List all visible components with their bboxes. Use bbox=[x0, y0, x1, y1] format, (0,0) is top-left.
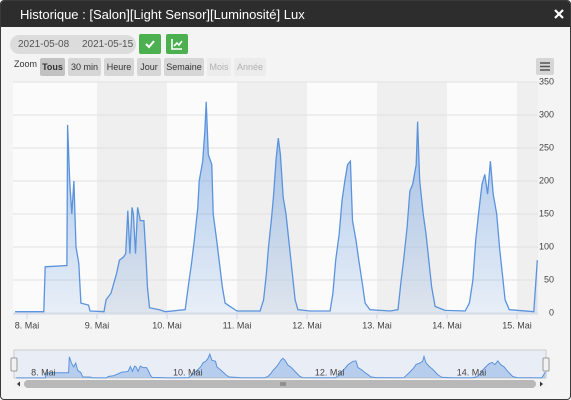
zoom-label: Zoom bbox=[14, 59, 38, 69]
scrollbar-arrow-left bbox=[17, 381, 20, 387]
navigator-mask bbox=[13, 349, 547, 379]
scrollbar-thumb[interactable] bbox=[24, 380, 536, 388]
modal-header: Historique : [Salon][Light Sensor][Lumin… bbox=[1, 1, 570, 27]
zoom-button[interactable]: Heure bbox=[104, 58, 134, 76]
start-date[interactable]: 2021-05-08 bbox=[18, 39, 70, 50]
navigator-label: 8. Mai bbox=[31, 367, 56, 377]
x-tick-label: 8. Mai bbox=[15, 320, 40, 330]
y-tick-label: 300 bbox=[539, 109, 554, 119]
navigator-area bbox=[16, 354, 546, 378]
y-tick-label: 100 bbox=[539, 241, 554, 251]
y-tick-label: 50 bbox=[544, 274, 554, 284]
end-date[interactable]: 2021-05-15 bbox=[82, 39, 134, 50]
navigator-label: 10. Mai bbox=[173, 367, 203, 377]
zoom-button: Mois bbox=[207, 58, 231, 76]
navigator-label: 14. Mai bbox=[457, 367, 487, 377]
zoom-button: Année bbox=[234, 58, 266, 76]
plot-background bbox=[13, 82, 538, 313]
x-tick-label: 13. Mai bbox=[362, 320, 392, 330]
validate-button[interactable] bbox=[139, 34, 161, 54]
y-tick-label: 250 bbox=[539, 142, 554, 152]
x-tick-label: 15. Mai bbox=[502, 320, 532, 330]
modal-title: Historique : [Salon][Light Sensor][Lumin… bbox=[20, 7, 305, 22]
scrollbar-track bbox=[14, 380, 546, 388]
day-band bbox=[237, 82, 307, 313]
y-tick-label: 0 bbox=[549, 307, 554, 317]
y-tick-label: 150 bbox=[539, 208, 554, 218]
day-band bbox=[377, 82, 447, 313]
scrollbar-grip bbox=[280, 382, 286, 386]
x-tick-label: 11. Mai bbox=[223, 320, 252, 330]
x-tick-label: 10. Mai bbox=[152, 320, 182, 330]
zoom-button[interactable]: 30 min bbox=[68, 58, 101, 76]
y-tick-label: 350 bbox=[539, 76, 554, 86]
export-menu[interactable] bbox=[536, 58, 554, 75]
navigator-label: 12. Mai bbox=[315, 367, 345, 377]
zoom-button[interactable]: Jour bbox=[137, 58, 161, 76]
navigator-handle[interactable] bbox=[10, 357, 18, 372]
scrollbar-arrow-right bbox=[540, 381, 543, 387]
x-tick-label: 12. Mai bbox=[292, 320, 322, 330]
area-fill bbox=[15, 101, 538, 313]
navigator-handle[interactable] bbox=[542, 357, 550, 372]
zoom-button[interactable]: Tous bbox=[40, 58, 65, 76]
navigator-line bbox=[16, 352, 546, 379]
x-tick-label: 14. Mai bbox=[432, 320, 462, 330]
y-tick-label: 200 bbox=[539, 175, 554, 185]
area-line bbox=[15, 101, 538, 313]
day-band bbox=[517, 82, 538, 313]
day-band bbox=[97, 82, 167, 313]
x-tick-label: 9. Mai bbox=[85, 320, 110, 330]
date-range[interactable]: 2021-05-08 2021-05-15 bbox=[10, 35, 136, 54]
compare-button[interactable] bbox=[166, 34, 188, 54]
close-button[interactable] bbox=[554, 9, 564, 19]
zoom-button[interactable]: Semaine bbox=[164, 58, 204, 76]
